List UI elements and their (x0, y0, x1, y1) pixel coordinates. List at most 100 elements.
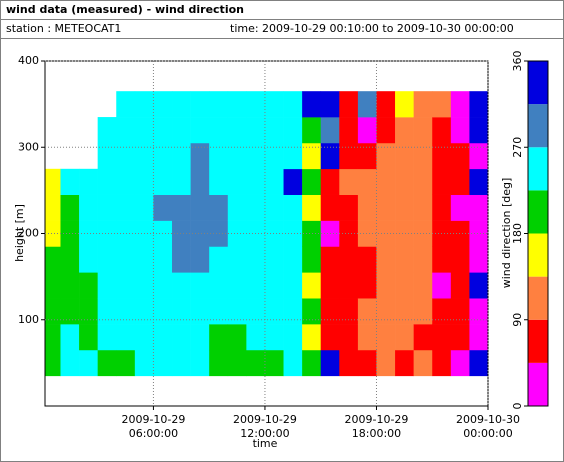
cell (153, 117, 173, 144)
cell (97, 246, 117, 273)
cell (302, 194, 322, 221)
cell (320, 91, 340, 118)
cell (302, 117, 322, 144)
cell (302, 246, 322, 273)
colorbar-segment (528, 147, 548, 191)
cell (320, 324, 340, 351)
cell (97, 272, 117, 299)
cell (153, 298, 173, 325)
cell (264, 246, 284, 273)
cell (339, 349, 359, 377)
cell (79, 220, 98, 247)
cell (469, 91, 488, 118)
cell (246, 298, 266, 325)
x-tick-label: 2009-10-30 00:00:00 (456, 413, 520, 440)
cell (116, 246, 136, 273)
cell (432, 91, 452, 118)
cell (395, 168, 414, 195)
cell (246, 324, 266, 351)
cell (79, 168, 98, 195)
colorbar-segment (528, 233, 548, 277)
cell (190, 142, 210, 170)
colorbar-segment (528, 61, 548, 105)
cell (134, 324, 154, 351)
cell (60, 324, 80, 351)
cells (45, 91, 488, 377)
cell (376, 168, 396, 195)
cell (97, 220, 117, 247)
cell (227, 168, 247, 195)
cell (227, 91, 247, 118)
cell (357, 117, 377, 144)
cell (320, 194, 340, 221)
cell (172, 246, 191, 273)
cell (172, 91, 191, 118)
cell (450, 194, 470, 221)
colorbar-segment (528, 276, 548, 320)
cell (283, 324, 303, 351)
cell (134, 91, 154, 118)
cell (97, 117, 117, 144)
cell (264, 91, 284, 118)
cell (469, 324, 488, 351)
cell (283, 298, 303, 325)
cell (302, 142, 322, 170)
cell (432, 324, 452, 351)
cell (97, 142, 117, 170)
cell (469, 142, 488, 170)
cell (227, 117, 247, 144)
cell (116, 142, 136, 170)
cell (227, 298, 247, 325)
cell (450, 220, 470, 247)
cell (172, 349, 191, 377)
cell (413, 349, 433, 377)
cell (450, 349, 470, 377)
cell (395, 117, 414, 144)
cell (376, 324, 396, 351)
y-tick-label: 100 (18, 313, 39, 326)
cell (357, 272, 377, 299)
cell (469, 220, 488, 247)
cell (302, 298, 322, 325)
cell (357, 246, 377, 273)
cell (45, 324, 61, 351)
cell (116, 272, 136, 299)
cell (116, 91, 136, 118)
cell (450, 298, 470, 325)
cell (134, 142, 154, 170)
cell (320, 142, 340, 170)
cell (357, 349, 377, 377)
cell (432, 246, 452, 273)
cell (469, 246, 488, 273)
cell (264, 168, 284, 195)
cell (190, 272, 210, 299)
cell (190, 349, 210, 377)
cell (45, 246, 61, 273)
cell (116, 349, 136, 377)
x-axis-label: time (253, 437, 278, 450)
cell (339, 117, 359, 144)
cell (116, 168, 136, 195)
cell (45, 168, 61, 195)
cell (395, 142, 414, 170)
cell (357, 324, 377, 351)
cell (153, 91, 173, 118)
cell (395, 91, 414, 118)
cell (376, 349, 396, 377)
cell (339, 324, 359, 351)
cell (116, 298, 136, 325)
cell (357, 298, 377, 325)
cell (264, 324, 284, 351)
cell (190, 246, 210, 273)
cell (469, 168, 488, 195)
cell (376, 142, 396, 170)
cell (209, 168, 229, 195)
cell (209, 349, 229, 377)
cell (395, 194, 414, 221)
cell (283, 194, 303, 221)
cell (209, 220, 229, 247)
cell (413, 194, 433, 221)
cell (60, 168, 80, 195)
cell (339, 298, 359, 325)
cell (45, 349, 61, 377)
